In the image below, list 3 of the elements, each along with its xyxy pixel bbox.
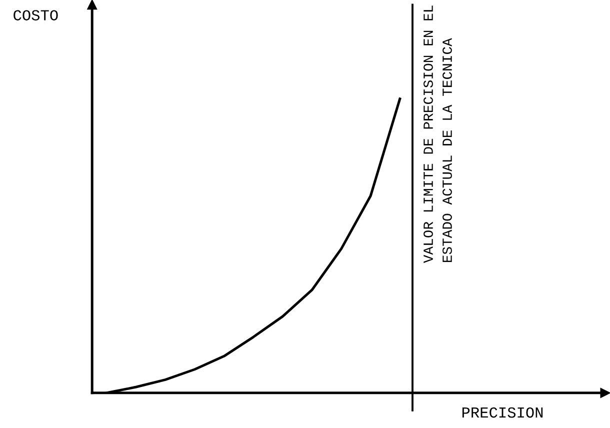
x-axis-title: PRECISION — [462, 407, 543, 418]
text: VALOR LIMITE DE PRECISION EN EL ESTADO ACTUAL DE LA TECNICA — [424, 6, 452, 264]
text: COSTO — [14, 10, 58, 20]
